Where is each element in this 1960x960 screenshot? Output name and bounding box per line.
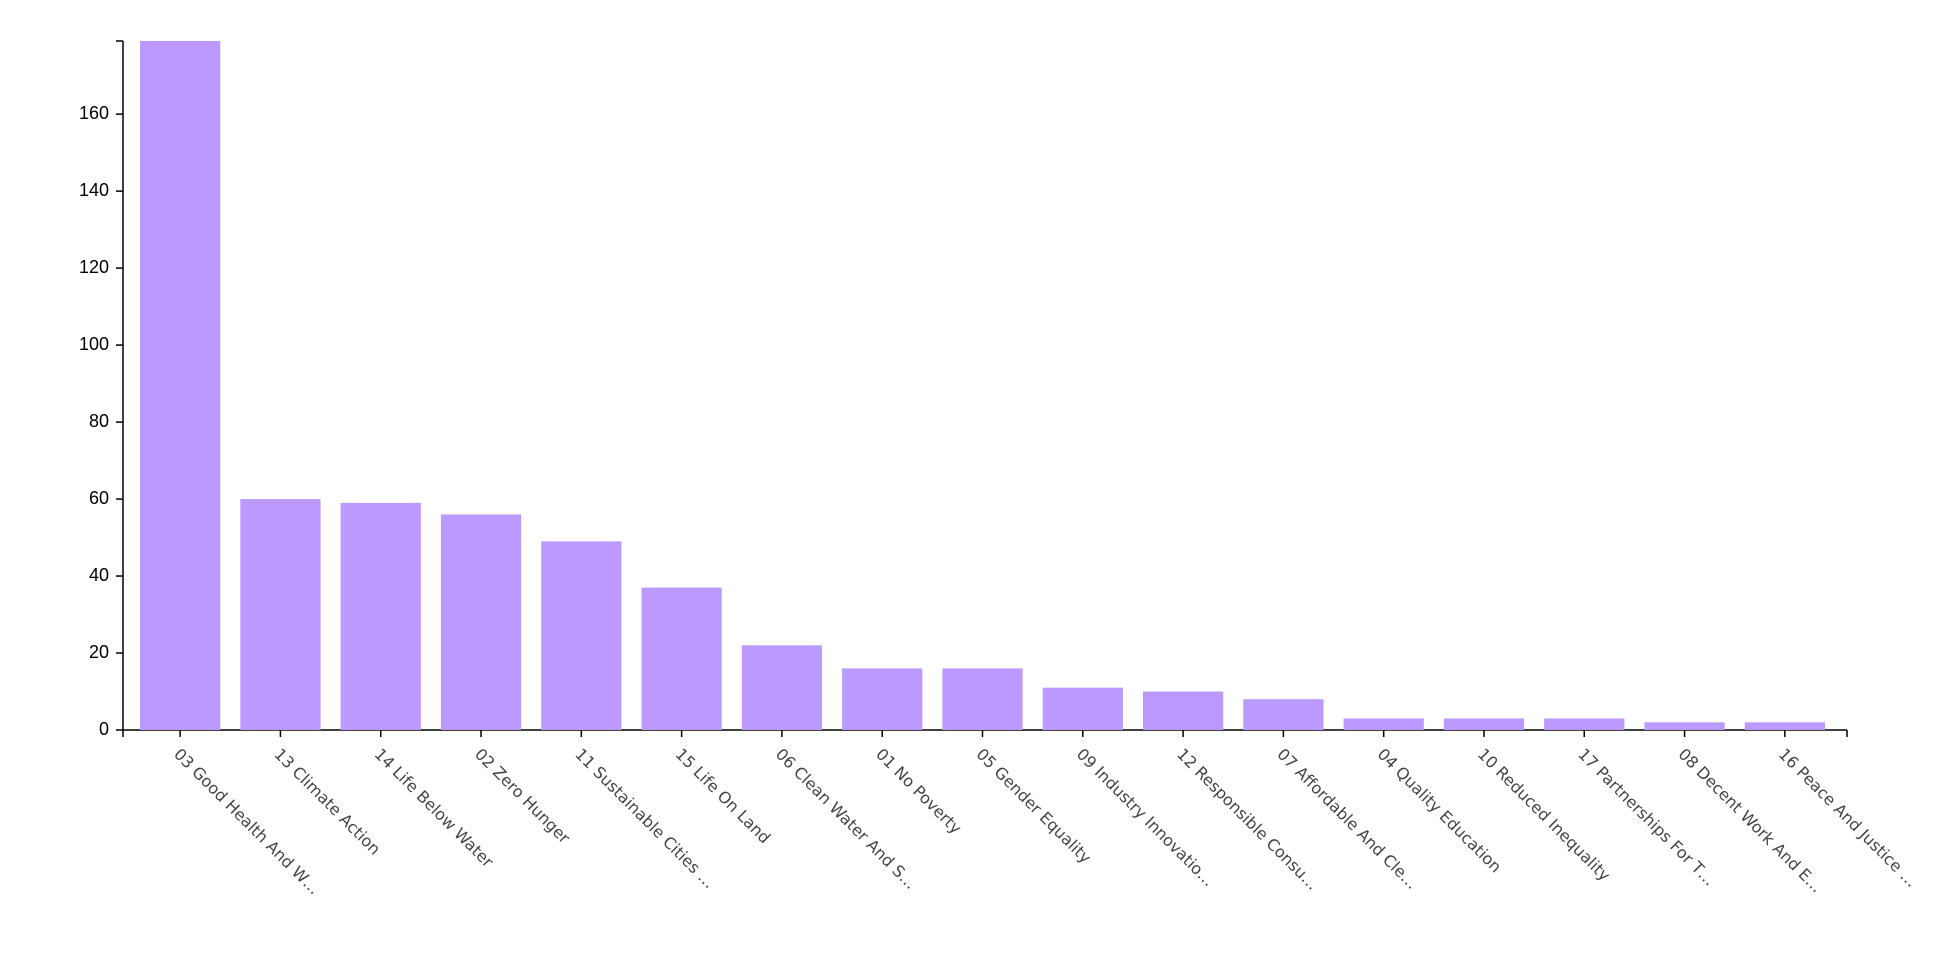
bar [942,668,1023,730]
bar [1544,718,1625,730]
bar [340,502,421,730]
y-tick-label: 60 [89,488,109,508]
y-tick-label: 40 [89,565,109,585]
bar [240,499,321,730]
x-tick-label: 13 Climate Action [270,745,384,859]
x-tick-label: 05 Gender Equality [972,745,1095,868]
bar [440,514,522,730]
y-tick-label: 140 [79,180,109,200]
bar [1142,691,1224,730]
bar [1443,718,1525,730]
bar [1644,722,1725,730]
bar [842,668,923,730]
bar [1243,699,1324,730]
bar [541,541,622,730]
x-tick-label: 01 No Poverty [872,745,965,838]
y-tick-label: 0 [99,719,109,739]
x-tick-label: 15 Life On Land [672,745,775,848]
bar [1042,687,1123,730]
x-tick-label: 02 Zero Hunger [471,745,574,848]
bar [741,645,823,730]
y-tick-label: 160 [79,103,109,123]
bar [1744,722,1825,730]
bar [641,587,722,730]
bar [140,41,221,730]
bar [1343,718,1424,730]
y-tick-label: 20 [89,642,109,662]
y-tick-label: 120 [79,257,109,277]
y-tick-label: 80 [89,411,109,431]
y-tick-label: 100 [79,334,109,354]
